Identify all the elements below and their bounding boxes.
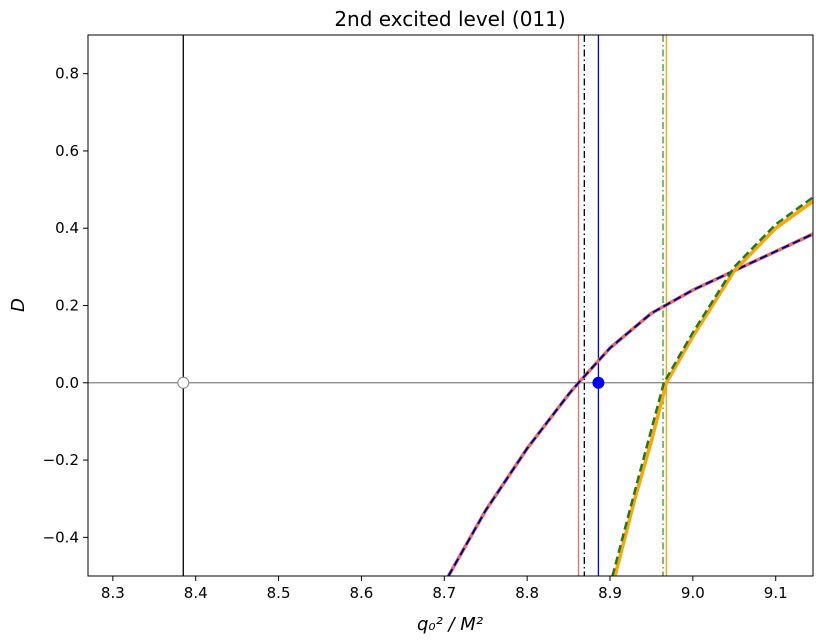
marker [177, 376, 190, 389]
curve [611, 196, 813, 576]
y-tick-label: −0.2 [43, 451, 79, 469]
curve [613, 199, 813, 576]
x-tick-label: 9.1 [764, 584, 788, 602]
x-tick-label: 8.5 [267, 584, 291, 602]
curve [446, 232, 813, 576]
x-tick-label: 8.7 [432, 584, 456, 602]
x-tick-label: 9.0 [681, 584, 705, 602]
y-tick-label: 0.6 [55, 142, 79, 160]
y-tick-label: 0.8 [55, 65, 79, 83]
chart-title: 2nd excited level (011) [334, 7, 565, 31]
plot-area [88, 35, 813, 576]
marker [592, 376, 605, 389]
x-tick-label: 8.4 [184, 584, 208, 602]
x-tick-label: 8.8 [515, 584, 539, 602]
y-tick-label: 0.4 [55, 219, 79, 237]
y-tick-label: 0.0 [55, 374, 79, 392]
y-axis-label: D [8, 298, 29, 312]
plot-frame [87, 34, 814, 577]
x-tick-label: 8.3 [101, 584, 125, 602]
y-tick-label: −0.4 [43, 528, 79, 546]
curve [447, 233, 813, 576]
x-tick-label: 8.9 [598, 584, 622, 602]
x-axis-label: q₀² / M² [417, 614, 483, 635]
y-tick-label: 0.2 [55, 297, 79, 315]
x-tick-label: 8.6 [349, 584, 373, 602]
